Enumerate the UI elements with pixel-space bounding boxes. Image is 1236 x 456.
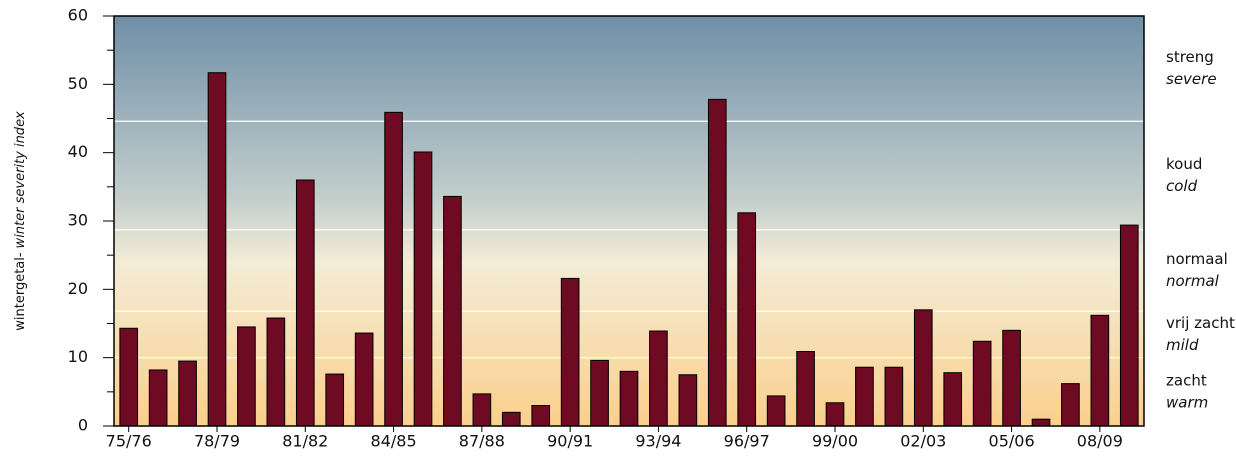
bar xyxy=(1002,329,1021,427)
bar xyxy=(560,277,580,427)
y-tick-label: 20 xyxy=(68,279,88,298)
y-tick-label: 40 xyxy=(68,142,88,161)
x-tick-label: 87/88 xyxy=(459,432,505,451)
bar xyxy=(1119,224,1139,427)
x-tick-label: 05/06 xyxy=(989,432,1035,451)
bar xyxy=(590,359,609,427)
bar xyxy=(972,340,992,427)
x-tick-label: 84/85 xyxy=(371,432,417,451)
bar xyxy=(266,317,286,427)
bar xyxy=(178,360,197,427)
bar xyxy=(501,411,521,427)
zone-english: severe xyxy=(1166,70,1217,88)
zone-english: mild xyxy=(1166,336,1199,354)
x-tick-label: 96/97 xyxy=(724,432,770,451)
x-tick-label: 93/94 xyxy=(635,432,681,451)
bar xyxy=(472,393,492,427)
zone-name: zacht xyxy=(1166,371,1207,389)
bar xyxy=(707,98,727,427)
bar xyxy=(619,370,639,427)
bar xyxy=(384,111,403,427)
bar xyxy=(1031,418,1051,427)
bar xyxy=(207,72,227,427)
bar xyxy=(325,373,345,427)
zone-english: cold xyxy=(1166,177,1198,195)
bar xyxy=(855,366,874,427)
bar xyxy=(884,366,904,427)
x-tick-label: 99/00 xyxy=(812,432,858,451)
bar xyxy=(796,351,815,427)
bar xyxy=(737,212,757,427)
bar xyxy=(237,326,256,427)
bar xyxy=(649,330,668,427)
bar xyxy=(1061,383,1080,427)
zone-name: vrij zacht xyxy=(1166,314,1235,332)
y-tick-label: 0 xyxy=(78,416,88,435)
bar xyxy=(119,327,139,427)
bar xyxy=(766,395,786,427)
bar xyxy=(913,309,933,427)
zone-english: normal xyxy=(1166,272,1220,290)
bar xyxy=(295,179,315,427)
bar xyxy=(443,195,462,427)
bar xyxy=(354,332,374,427)
y-axis-label: wintergetal-winter severity index xyxy=(13,111,28,331)
zone-name: streng xyxy=(1166,48,1214,66)
bar xyxy=(413,151,433,427)
y-tick-label: 30 xyxy=(68,211,88,230)
zone-english: warm xyxy=(1166,393,1208,411)
x-tick-label: 90/91 xyxy=(547,432,593,451)
y-tick-label: 10 xyxy=(68,347,88,366)
bar xyxy=(825,402,845,427)
bar xyxy=(943,372,963,427)
plot-frame xyxy=(113,15,1145,427)
bar xyxy=(1090,314,1110,427)
bar xyxy=(531,405,551,427)
x-tick-label: 02/03 xyxy=(900,432,946,451)
x-tick-label: 75/76 xyxy=(106,432,152,451)
y-label-italic: winter severity index xyxy=(13,111,28,248)
x-tick-label: 81/82 xyxy=(282,432,328,451)
x-tick-label: 08/09 xyxy=(1077,432,1123,451)
y-label-main: wintergetal- xyxy=(13,252,28,331)
y-tick-label: 60 xyxy=(68,6,88,25)
y-tick-label: 50 xyxy=(68,74,88,93)
zone-name: normaal xyxy=(1166,250,1228,268)
bar xyxy=(678,374,698,427)
zone-name: koud xyxy=(1166,155,1202,173)
bar xyxy=(148,369,168,427)
x-tick-label: 78/79 xyxy=(194,432,240,451)
